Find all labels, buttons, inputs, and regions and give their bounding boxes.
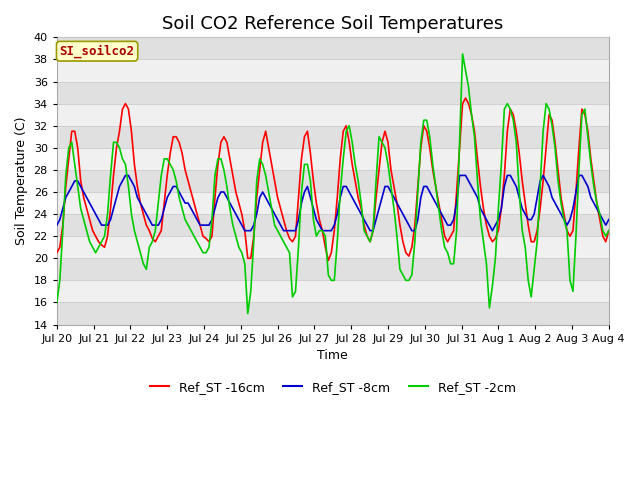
Bar xyxy=(57,302,609,324)
Bar xyxy=(57,236,609,258)
Text: SI_soilco2: SI_soilco2 xyxy=(60,45,134,58)
Bar xyxy=(57,37,609,60)
X-axis label: Time: Time xyxy=(317,349,348,362)
Bar xyxy=(57,192,609,214)
Title: Soil CO2 Reference Soil Temperatures: Soil CO2 Reference Soil Temperatures xyxy=(162,15,504,33)
Bar xyxy=(57,148,609,170)
Bar xyxy=(57,170,609,192)
Y-axis label: Soil Temperature (C): Soil Temperature (C) xyxy=(15,117,28,245)
Legend: Ref_ST -16cm, Ref_ST -8cm, Ref_ST -2cm: Ref_ST -16cm, Ref_ST -8cm, Ref_ST -2cm xyxy=(145,376,521,399)
Bar xyxy=(57,258,609,280)
Bar xyxy=(57,214,609,236)
Bar xyxy=(57,82,609,104)
Bar xyxy=(57,280,609,302)
Bar xyxy=(57,60,609,82)
Bar xyxy=(57,104,609,126)
Bar xyxy=(57,126,609,148)
